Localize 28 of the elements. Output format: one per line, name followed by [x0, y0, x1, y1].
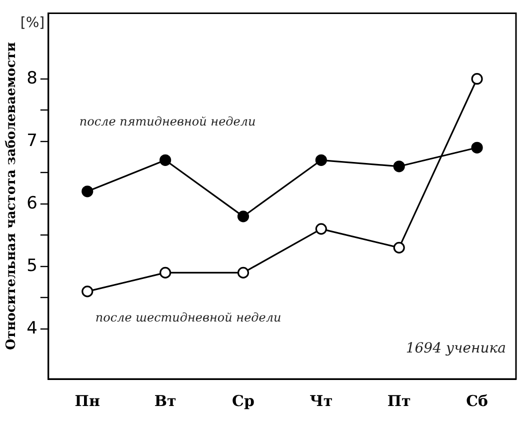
point: [315, 223, 327, 235]
text: после пятидневной недели: [79, 114, 256, 129]
series-label: после шестидневной недели: [95, 310, 282, 324]
y-tick-label: 6: [26, 193, 38, 214]
point: [237, 210, 250, 222]
x-tick-label: Сб: [466, 392, 488, 410]
y-tick-label: 5: [26, 256, 38, 276]
point: [315, 154, 327, 166]
x-tick-label: Пт: [387, 392, 411, 410]
point: [471, 73, 483, 85]
x-tick-label: Вт: [154, 392, 176, 410]
point: [160, 266, 172, 278]
x-tick-label: Ср: [232, 392, 254, 410]
y-tick-label: 7: [26, 130, 38, 151]
point: [237, 266, 250, 278]
point: [393, 242, 405, 254]
y-tick-label: 8: [26, 68, 38, 88]
point: [471, 142, 483, 154]
y-axis-title: Относительная частота заболеваемости: [4, 42, 20, 350]
point: [82, 186, 94, 198]
annotation: 1694 ученика: [406, 340, 506, 357]
point: [82, 286, 94, 298]
point: [393, 160, 405, 172]
text: [%]: [20, 14, 45, 31]
point: [160, 154, 172, 166]
x-tick-label: Пн: [74, 392, 100, 410]
x-tick-label: Чт: [310, 392, 333, 410]
y-tick-label: 4: [26, 318, 38, 338]
